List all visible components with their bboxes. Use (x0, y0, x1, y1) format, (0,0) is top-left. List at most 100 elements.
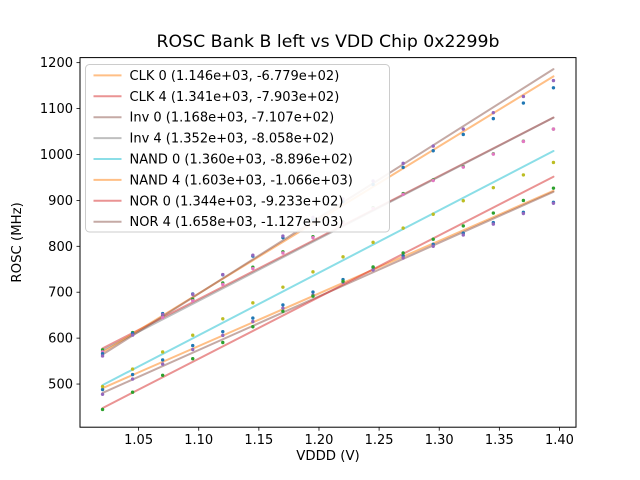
legend-entry-nor-0: NOR 0 (1.344e+03, -9.233e+02) (93, 194, 344, 209)
scatter-point-inv-4 (551, 127, 556, 131)
scatter-point-clk-0 (251, 316, 255, 320)
scatter-point-nor-0 (100, 407, 105, 412)
scatter-point-nor-4 (130, 333, 135, 337)
scatter-point-clk-0 (281, 303, 285, 307)
scatter-point-nor-4 (491, 110, 496, 115)
scatter-point-nor-4 (401, 161, 405, 166)
scatter-point-inv-0 (251, 319, 255, 324)
y-tick-label: 1200 (40, 56, 73, 71)
legend-label: CLK 4 (1.341e+03, -7.903e+02) (130, 90, 340, 105)
scatter-point-inv-0 (281, 306, 285, 310)
scatter-point-nand-0 (371, 240, 375, 245)
scatter-point-nor-0 (160, 373, 165, 377)
legend-label: Inv 0 (1.168e+03, -7.107e+02) (130, 111, 335, 126)
fit-line-clk-0 (101, 189, 555, 390)
scatter-point-inv-4 (160, 315, 165, 320)
scatter-point-nand-4 (431, 149, 435, 153)
scatter-point-inv-0 (551, 201, 556, 205)
scatter-point-nand-0 (191, 333, 195, 337)
legend-label: NOR 0 (1.344e+03, -9.233e+02) (130, 194, 344, 209)
x-axis-label: VDDD (V) (296, 449, 360, 464)
scatter-point-nand-0 (160, 350, 165, 354)
y-tick-label: 1000 (40, 148, 73, 163)
scatter-point-inv-0 (461, 233, 465, 237)
y-axis-label: ROSC (MHz) (10, 202, 25, 282)
scatter-point-nand-0 (341, 255, 345, 259)
scatter-point-nor-0 (401, 251, 405, 255)
y-tick-label: 600 (48, 332, 73, 347)
scatter-point-nand-0 (491, 185, 496, 190)
x-tick-label: 1.35 (485, 433, 514, 448)
scatter-point-nor-0 (251, 325, 255, 329)
y-axis: 500 600 700 800 900 1000 1100 1200 (40, 56, 80, 393)
scatter-point-nor-4 (431, 144, 435, 148)
scatter-point-inv-0 (130, 377, 135, 381)
scatter-point-inv-0 (491, 222, 496, 226)
scatter-point-inv-4 (521, 139, 526, 144)
legend-label: NOR 4 (1.658e+03, -1.127e+03) (130, 215, 344, 230)
scatter-point-nor-4 (160, 312, 165, 317)
legend-entry-nand-4: NAND 4 (1.603e+03, -1.066e+03) (93, 173, 353, 188)
y-tick-label: 900 (48, 194, 73, 209)
scatter-point-nand-4 (551, 86, 556, 90)
scatter-point-nor-4 (551, 78, 556, 83)
fit-line-nand-0 (101, 149, 555, 387)
scatter-point-inv-4 (431, 178, 435, 183)
scatter-point-nor-4 (281, 234, 285, 238)
scatter-point-clk-0 (311, 290, 315, 294)
scatter-point-clk-0 (191, 343, 195, 348)
y-tick-label: 500 (48, 378, 73, 393)
y-tick-label: 800 (48, 240, 73, 255)
legend-entry-inv-0: Inv 0 (1.168e+03, -7.107e+02) (93, 111, 335, 126)
scatter-point-nand-0 (221, 317, 225, 321)
scatter-point-nor-0 (130, 390, 135, 394)
legend-label: NAND 0 (1.360e+03, -8.896e+02) (130, 153, 353, 168)
legend: CLK 0 (1.146e+03, -6.779e+02) CLK 4 (1.34… (85, 64, 390, 233)
scatter-point-inv-0 (191, 347, 195, 352)
scatter-point-clk-0 (160, 358, 165, 362)
scatter-point-nand-0 (551, 160, 556, 165)
scatter-point-nor-0 (551, 186, 556, 190)
scatter-point-inv-0 (160, 362, 165, 366)
scatter-point-nand-4 (491, 116, 496, 121)
x-tick-label: 1.20 (305, 433, 334, 448)
legend-entry-clk-4: CLK 4 (1.341e+03, -7.903e+02) (93, 90, 340, 105)
x-tick-label: 1.15 (244, 433, 273, 448)
scatter-point-nand-0 (311, 270, 315, 274)
scatter-point-nor-0 (191, 357, 195, 361)
scatter-point-nor-0 (341, 279, 345, 283)
scatter-point-nand-4 (401, 165, 405, 170)
scatter-point-nor-0 (491, 211, 496, 215)
scatter-point-nand-0 (431, 212, 435, 216)
x-tick-label: 1.25 (365, 433, 394, 448)
scatter-point-inv-4 (401, 192, 405, 197)
legend-entry-clk-0: CLK 0 (1.146e+03, -6.779e+02) (93, 69, 340, 84)
scatter-point-nand-4 (521, 101, 526, 105)
x-tick-label: 1.05 (124, 433, 153, 448)
scatter-point-inv-0 (401, 256, 405, 260)
scatter-point-nor-0 (281, 309, 285, 313)
fit-line-nor-0 (101, 175, 555, 410)
scatter-point-inv-4 (221, 282, 225, 287)
scatter-point-nand-0 (461, 199, 465, 203)
scatter-point-inv-0 (521, 211, 526, 216)
y-tick-label: 1100 (40, 102, 73, 117)
scatter-point-nor-4 (461, 127, 465, 131)
scatter-point-inv-0 (371, 268, 375, 272)
legend-box (85, 64, 390, 233)
scatter-point-nand-0 (130, 367, 135, 371)
legend-label: CLK 0 (1.146e+03, -6.779e+02) (130, 69, 340, 84)
scatter-layer (100, 78, 556, 412)
legend-entry-inv-4: Inv 4 (1.352e+03, -8.058e+02) (93, 132, 335, 147)
scatter-point-inv-0 (431, 244, 435, 248)
legend-label: Inv 4 (1.352e+03, -8.058e+02) (130, 132, 335, 147)
scatter-point-nand-4 (461, 132, 465, 137)
scatter-point-nor-0 (521, 198, 526, 203)
scatter-point-nand-0 (401, 226, 405, 230)
scatter-point-nor-4 (251, 253, 255, 257)
scatter-point-inv-4 (191, 299, 195, 303)
scatter-point-nand-0 (521, 173, 526, 177)
scatter-point-nor-4 (191, 292, 195, 297)
scatter-point-nor-0 (461, 224, 465, 228)
